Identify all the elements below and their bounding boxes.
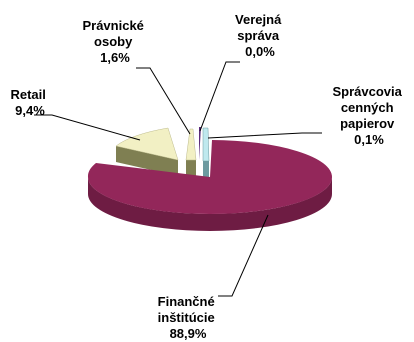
leader-line-pravnicke-osoby [136,67,191,135]
slice-labels: Finančné inštitúcie 88,9% Retail 9,4% Pr… [10,12,406,341]
slice-side-spravcovia [203,161,209,177]
slice-side-financne-institucie [88,177,332,231]
slice-spravcovia [202,127,210,162]
leader-line-financne-institucie [218,214,269,297]
label-retail: Retail 9,4% [10,87,49,118]
slice-side-pravnicke-osoby [186,160,196,176]
leader-line-retail [34,114,141,141]
pie-slices [87,127,332,214]
label-spravcovia: Správcovia cenných papierov 0,1% [333,84,406,147]
slice-financne-institucie [87,140,332,214]
leader-line-verejna-sprava [199,61,240,132]
slice-verejna-sprava [199,127,201,160]
slice-pravnicke-osoby [185,128,197,161]
slice-side-retail [116,146,178,176]
label-pravnicke-osoby: Právnické osoby 1,6% [82,18,147,65]
leader-lines [34,61,322,297]
pie-sides [88,146,332,231]
label-verejna-sprava: Verejná správa 0,0% [235,12,285,59]
slice-retail [115,127,179,161]
leader-line-spravcovia [207,132,322,139]
label-financne-institucie: Finančné inštitúcie 88,9% [158,294,219,341]
